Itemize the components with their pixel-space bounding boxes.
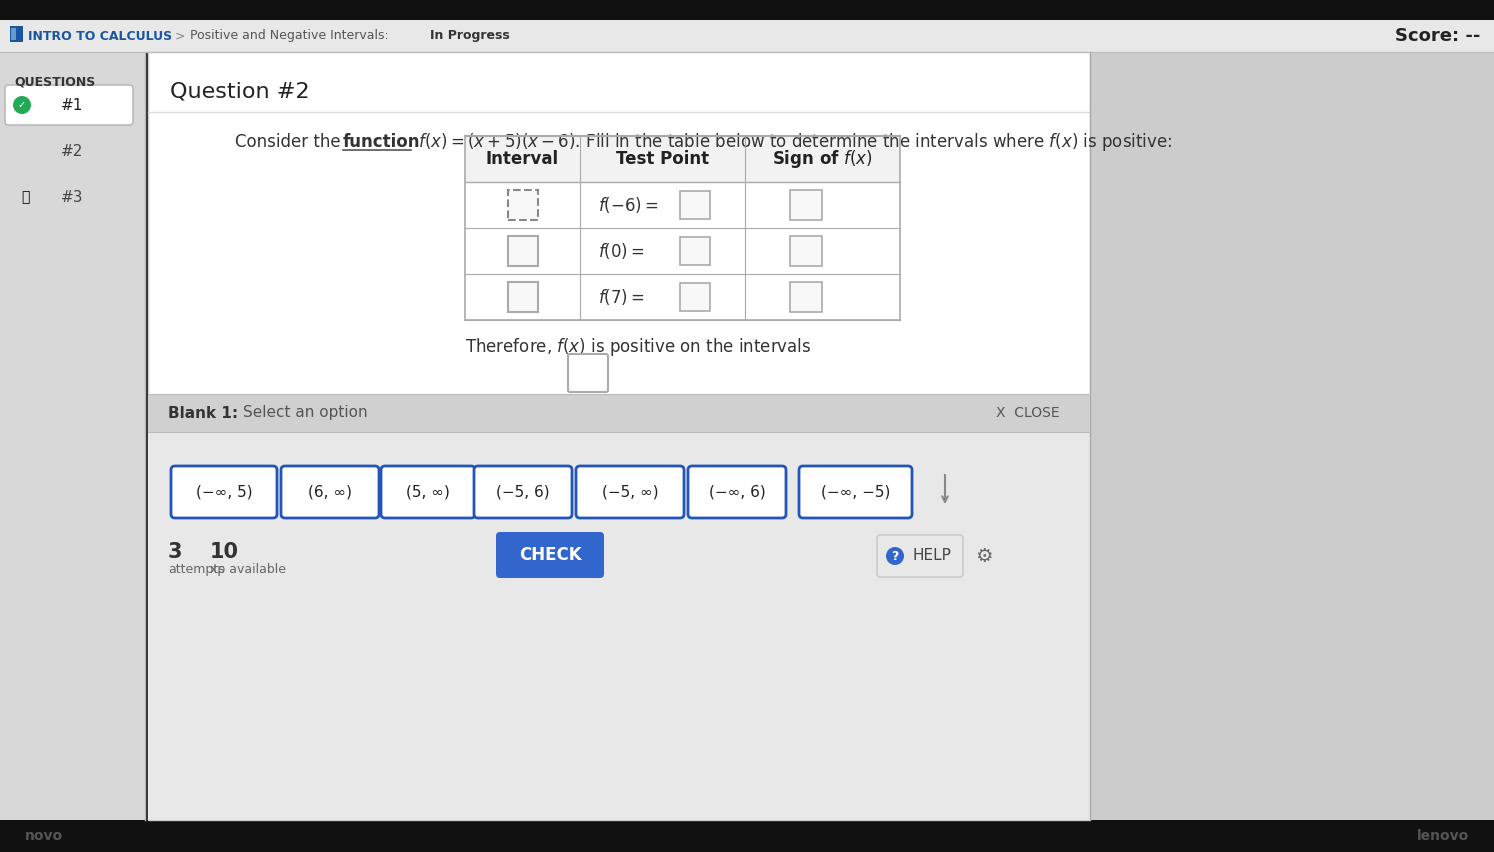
Bar — [148, 394, 1091, 432]
Text: X  CLOSE: X CLOSE — [996, 406, 1061, 420]
Bar — [148, 432, 1091, 820]
Text: Sign of $f(x)$: Sign of $f(x)$ — [772, 148, 872, 170]
Text: function: function — [344, 133, 420, 151]
Bar — [465, 228, 899, 274]
FancyBboxPatch shape — [680, 191, 710, 219]
FancyBboxPatch shape — [689, 466, 786, 518]
Text: INTRO TO CALCULUS: INTRO TO CALCULUS — [28, 30, 172, 43]
Text: #2: #2 — [61, 145, 84, 159]
Text: (6, ∞): (6, ∞) — [308, 485, 353, 499]
Text: ?: ? — [892, 550, 899, 562]
Text: (5, ∞): (5, ∞) — [406, 485, 450, 499]
FancyBboxPatch shape — [568, 354, 608, 392]
Circle shape — [886, 547, 904, 565]
Text: Test Point: Test Point — [616, 150, 710, 168]
Bar — [465, 182, 899, 228]
FancyBboxPatch shape — [381, 466, 475, 518]
FancyBboxPatch shape — [680, 283, 710, 311]
Text: 10: 10 — [211, 542, 239, 562]
Bar — [0, 20, 1494, 52]
Bar — [10, 28, 16, 40]
FancyBboxPatch shape — [680, 237, 710, 265]
FancyBboxPatch shape — [4, 85, 133, 125]
FancyBboxPatch shape — [577, 466, 684, 518]
Text: HELP: HELP — [911, 549, 950, 563]
Text: (−∞, 6): (−∞, 6) — [708, 485, 765, 499]
Text: novo: novo — [25, 829, 63, 843]
Text: $f(0) =$: $f(0) =$ — [598, 241, 645, 261]
Bar — [465, 136, 899, 182]
FancyBboxPatch shape — [281, 466, 379, 518]
Text: $f(7) =$: $f(7) =$ — [598, 287, 645, 307]
Text: $f(-6) =$: $f(-6) =$ — [598, 195, 659, 215]
Text: CHECK: CHECK — [518, 546, 581, 564]
FancyBboxPatch shape — [508, 190, 538, 220]
Text: (−5, 6): (−5, 6) — [496, 485, 550, 499]
Text: #3: #3 — [61, 189, 84, 204]
FancyBboxPatch shape — [508, 282, 538, 312]
Text: ⚙: ⚙ — [976, 546, 992, 566]
FancyBboxPatch shape — [474, 466, 572, 518]
FancyBboxPatch shape — [790, 190, 822, 220]
Text: Select an option: Select an option — [244, 406, 368, 421]
Text: $f(x) = (x+5)(x-6)$. Fill in the table below to determine the intervals where $f: $f(x) = (x+5)(x-6)$. Fill in the table b… — [412, 131, 1173, 153]
FancyBboxPatch shape — [148, 52, 1091, 820]
FancyBboxPatch shape — [170, 466, 276, 518]
Bar — [465, 136, 899, 320]
Circle shape — [13, 96, 31, 114]
Bar — [0, 820, 1494, 852]
Text: 🔒: 🔒 — [21, 190, 30, 204]
Text: Therefore, $f(x)$ is positive on the intervals: Therefore, $f(x)$ is positive on the int… — [465, 336, 811, 358]
FancyBboxPatch shape — [790, 282, 822, 312]
Text: #1: #1 — [61, 97, 84, 112]
Text: attempts: attempts — [167, 563, 224, 577]
Text: Question #2: Question #2 — [170, 82, 309, 102]
Text: lenovo: lenovo — [1416, 829, 1469, 843]
Text: 3: 3 — [167, 542, 182, 562]
Text: (−∞, −5): (−∞, −5) — [820, 485, 890, 499]
Text: (−∞, 5): (−∞, 5) — [196, 485, 252, 499]
Bar — [1091, 52, 1494, 820]
Text: xp available: xp available — [211, 563, 285, 577]
Text: ✓: ✓ — [18, 100, 25, 110]
Text: Consider the: Consider the — [235, 133, 347, 151]
Text: >: > — [175, 30, 185, 43]
Bar — [465, 274, 899, 320]
Text: In Progress: In Progress — [430, 30, 509, 43]
Bar — [0, 0, 1494, 20]
FancyBboxPatch shape — [877, 535, 964, 577]
Bar — [10, 26, 22, 42]
Text: (−5, ∞): (−5, ∞) — [602, 485, 659, 499]
Text: Score: --: Score: -- — [1394, 27, 1481, 45]
FancyBboxPatch shape — [508, 236, 538, 266]
Text: QUESTIONS: QUESTIONS — [13, 76, 96, 89]
Bar — [0, 52, 145, 820]
FancyBboxPatch shape — [790, 236, 822, 266]
Text: Interval: Interval — [486, 150, 559, 168]
Text: Positive and Negative Intervals:: Positive and Negative Intervals: — [190, 30, 393, 43]
FancyBboxPatch shape — [799, 466, 911, 518]
FancyBboxPatch shape — [496, 532, 604, 578]
Text: Blank 1:: Blank 1: — [167, 406, 238, 421]
